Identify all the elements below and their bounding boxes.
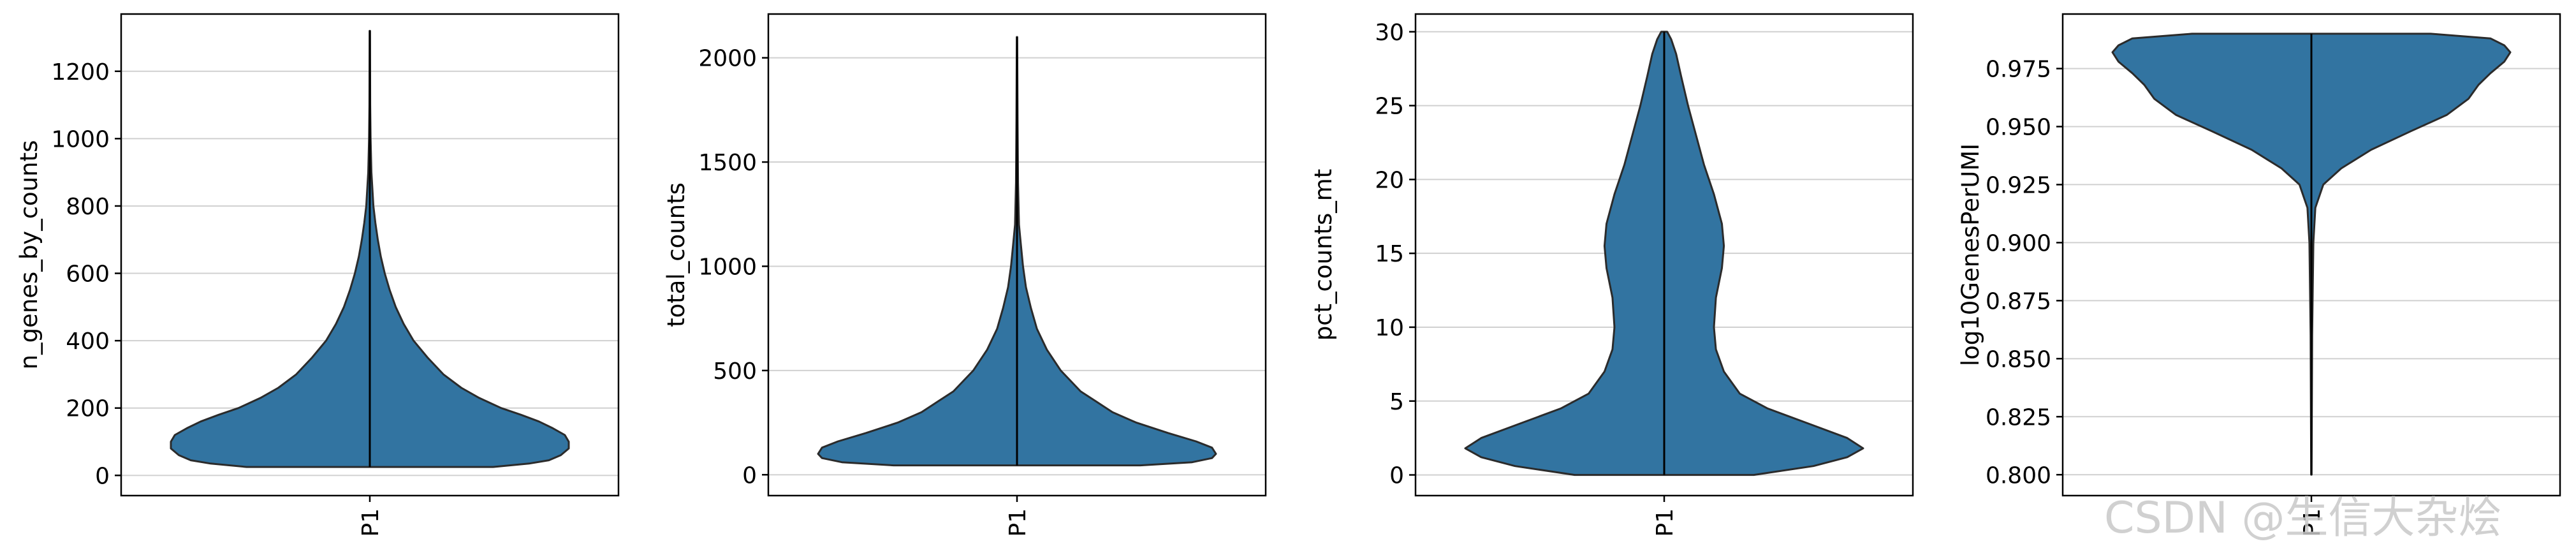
y-tick-label: 800 [66,194,110,220]
y-tick-label: 0.875 [1986,288,2051,314]
x-tick-label: P1 [358,508,384,537]
y-axis-label: pct_counts_mt [1310,169,1337,341]
y-tick-label: 0.950 [1986,114,2051,140]
y-tick-label: 1200 [51,59,110,85]
x-tick-label: P1 [2299,508,2325,537]
y-tick-label: 0.975 [1986,57,2051,83]
y-tick-label: 1000 [51,126,110,152]
y-tick-label: 400 [66,328,110,355]
y-tick-label: 0.825 [1986,404,2051,431]
y-tick-label: 0.925 [1986,172,2051,198]
x-tick-label: P1 [1005,508,1031,537]
panel-2: 0 500 1000 1500 2000 P1 total_counts [662,13,1267,537]
panel-3: 0 5 10 15 20 25 30 P1 pct_counts_mt [1310,13,1914,537]
panel-4: 0.800 0.825 0.850 0.875 0.900 0.925 0.950 0.975… [1957,13,2561,537]
y-tick-label: 500 [713,358,757,385]
y-axis-label: n_genes_by_counts [15,140,43,370]
y-tick-label: 0.850 [1986,346,2051,372]
y-tick-label: 200 [66,396,110,422]
y-tick-label: 0.800 [1986,462,2051,489]
y-tick-label: 0 [742,462,757,489]
y-axis-label: log10GenesPerUMI [1957,144,1984,366]
y-tick-label: 0 [95,463,110,489]
y-tick-label: 30 [1375,20,1404,46]
y-tick-label: 1000 [698,254,757,280]
watermark-text: CSDN @生信大杂烩 [2104,493,2502,543]
y-tick-label: 0 [1389,463,1404,489]
y-tick-label: 2000 [698,46,757,72]
y-axis-label: total_counts [662,182,690,327]
violin-panels: 020040060080010001200P1n_genes_by_counts… [15,13,2561,537]
y-tick-label: 20 [1375,167,1404,193]
y-tick-label: 25 [1375,94,1404,120]
y-tick-label: 0.900 [1986,230,2051,256]
y-tick-label: 5 [1389,389,1404,415]
y-tick-label: 15 [1375,241,1404,267]
y-tick-label: 600 [66,262,110,288]
panel-1: 0 200 400 600 800 1000 1200 P1 n_genes_by_counts [15,13,620,537]
y-tick-label: 1500 [698,150,757,176]
x-tick-label: P1 [1652,508,1678,537]
y-tick-label: 10 [1375,315,1404,341]
